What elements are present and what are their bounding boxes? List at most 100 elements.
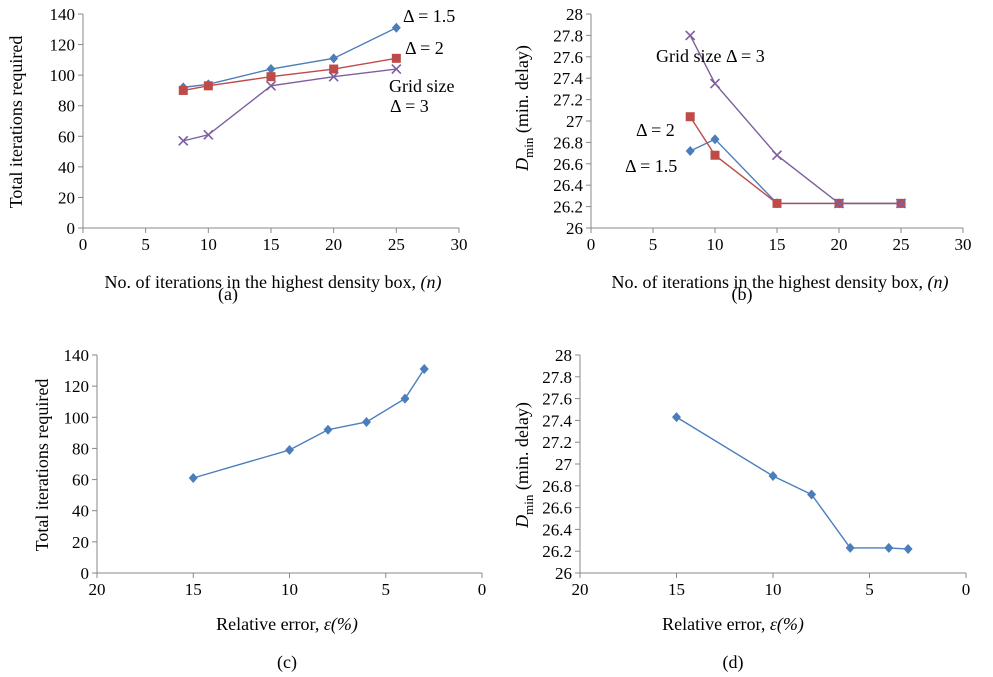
y-tick-label: 100 xyxy=(50,66,76,85)
y-tick-label: 80 xyxy=(72,439,89,458)
y-tick-label: 27.2 xyxy=(542,433,572,452)
x-axis-label-text: Relative error, xyxy=(662,614,770,634)
x-tick-label: 5 xyxy=(382,580,391,599)
y-tick-label: 26.4 xyxy=(542,520,572,539)
y-tick-label: 80 xyxy=(58,97,75,116)
y-tick-label: 27.6 xyxy=(542,390,572,409)
y-tick-label: 40 xyxy=(58,158,75,177)
data-point-d-s xyxy=(672,412,681,423)
x-axis-label-text: No. of iterations in the highest density… xyxy=(105,272,421,292)
data-point-a-d2 xyxy=(329,64,339,74)
x-tick-label: 30 xyxy=(955,235,972,254)
y-tick-label: 27.6 xyxy=(553,48,583,67)
series-line-a-d3 xyxy=(183,68,397,142)
y-tick-label: 27.4 xyxy=(553,69,583,88)
y-tick-label: 0 xyxy=(81,564,90,583)
y-tick-label: 120 xyxy=(64,377,90,396)
data-point-a-d3 xyxy=(328,71,339,82)
y-axis-label-text: Total iterations required xyxy=(6,36,26,209)
x-axis-label-variable: ε(%) xyxy=(324,614,358,635)
y-tick-label: 27.8 xyxy=(553,26,583,45)
y-tick-label: 40 xyxy=(72,502,89,521)
data-point-d-s xyxy=(768,470,778,481)
data-point-d-s xyxy=(903,544,913,555)
y-tick-label: 26.6 xyxy=(542,499,572,518)
y-tick-label: 26.8 xyxy=(553,133,583,152)
x-tick-label: 20 xyxy=(89,580,106,599)
data-point-a-d2 xyxy=(178,85,188,95)
series-line-a-d15 xyxy=(183,27,397,89)
data-point-b-d3 xyxy=(709,78,721,89)
data-point-a-d2 xyxy=(266,72,276,82)
data-point-a-d3 xyxy=(265,80,277,91)
y-tick-label: 27.8 xyxy=(542,368,572,387)
data-point-c-s xyxy=(400,393,410,404)
x-tick-label: 20 xyxy=(325,235,342,254)
data-point-a-d3 xyxy=(178,135,189,146)
y-tick-label: 140 xyxy=(50,5,76,24)
y-axis-label: Total iterations required xyxy=(6,36,26,209)
y-tick-label: 60 xyxy=(58,127,75,146)
annotation-b2: Δ = 2 xyxy=(636,120,675,140)
data-point-c-s xyxy=(285,444,294,455)
y-tick-label: 20 xyxy=(72,533,89,552)
y-tick-label: 140 xyxy=(64,346,90,365)
y-axis-label-rest: (min. delay) xyxy=(512,45,533,137)
panel-label-b: (b) xyxy=(732,284,753,305)
x-axis-label-variable: (n) xyxy=(927,272,948,293)
data-point-c-s xyxy=(362,416,371,427)
panel-label-d: (d) xyxy=(723,652,744,673)
x-tick-label: 30 xyxy=(451,235,468,254)
y-tick-label: 27.2 xyxy=(553,91,583,110)
data-point-b-d3 xyxy=(685,30,696,41)
y-tick-label: 27 xyxy=(566,112,584,131)
y-tick-label: 26 xyxy=(555,564,572,583)
data-point-a-d15 xyxy=(266,64,276,75)
y-tick-label: 26 xyxy=(566,219,583,238)
x-tick-label: 15 xyxy=(185,580,202,599)
x-tick-label: 15 xyxy=(263,235,280,254)
data-point-a-d3 xyxy=(203,129,214,140)
data-point-b-d3 xyxy=(895,198,907,209)
series-line-b-d15 xyxy=(689,138,901,205)
chart-a: 0 20 40 60 80 100 120 140 0 5 10 15 20 25 30 No. of ite… xyxy=(6,5,468,305)
x-tick-label: 15 xyxy=(769,235,786,254)
x-tick-label: 0 xyxy=(478,580,487,599)
data-point-b-d15 xyxy=(685,145,695,156)
y-axis-label-text: Total iterations required xyxy=(32,379,52,552)
series-line-c-s xyxy=(193,368,425,479)
y-tick-label: 26.2 xyxy=(542,542,572,561)
x-axis-label: No. of iterations in the highest density… xyxy=(105,272,442,293)
x-tick-label: 10 xyxy=(281,580,298,599)
y-axis-label-rest: (min. delay) xyxy=(512,402,533,494)
y-tick-label: 28 xyxy=(566,5,583,24)
x-tick-label: 20 xyxy=(831,235,848,254)
x-axis-label-text: No. of iterations in the highest density… xyxy=(612,272,928,292)
data-point-a-d2 xyxy=(391,53,401,63)
y-axis-label: Total iterations required xyxy=(32,379,52,552)
panel-label-a: (a) xyxy=(218,284,238,305)
x-tick-label: 10 xyxy=(200,235,217,254)
data-point-c-s xyxy=(419,364,429,375)
data-point-b-d2 xyxy=(772,198,782,208)
x-tick-label: 5 xyxy=(649,235,658,254)
data-point-c-s xyxy=(188,473,198,484)
chart-b: 26 26.2 26.4 26.6 26.8 27 27.2 27.4 27.6 27.8 28 0 5… xyxy=(512,5,972,305)
x-axis-label-text: Relative error, xyxy=(216,614,324,634)
y-tick-label: 60 xyxy=(72,471,89,490)
series-line-b-d2 xyxy=(689,116,901,205)
x-tick-label: 5 xyxy=(141,235,150,254)
data-point-a-d3 xyxy=(391,63,402,75)
data-point-a-d2 xyxy=(203,81,213,91)
y-tick-label: 28 xyxy=(555,346,572,365)
x-tick-label: 0 xyxy=(79,235,88,254)
annotation-a1: Δ = 1.5 xyxy=(403,6,455,26)
y-axis-label-symbol: D xyxy=(512,515,532,529)
annotation-b3: Δ = 1.5 xyxy=(625,156,677,176)
data-point-b-d3 xyxy=(771,150,783,161)
y-tick-label: 27 xyxy=(555,455,573,474)
y-tick-label: 26.8 xyxy=(542,477,572,496)
y-axis-label-subscript: min xyxy=(521,494,536,515)
x-tick-label: 5 xyxy=(865,580,874,599)
